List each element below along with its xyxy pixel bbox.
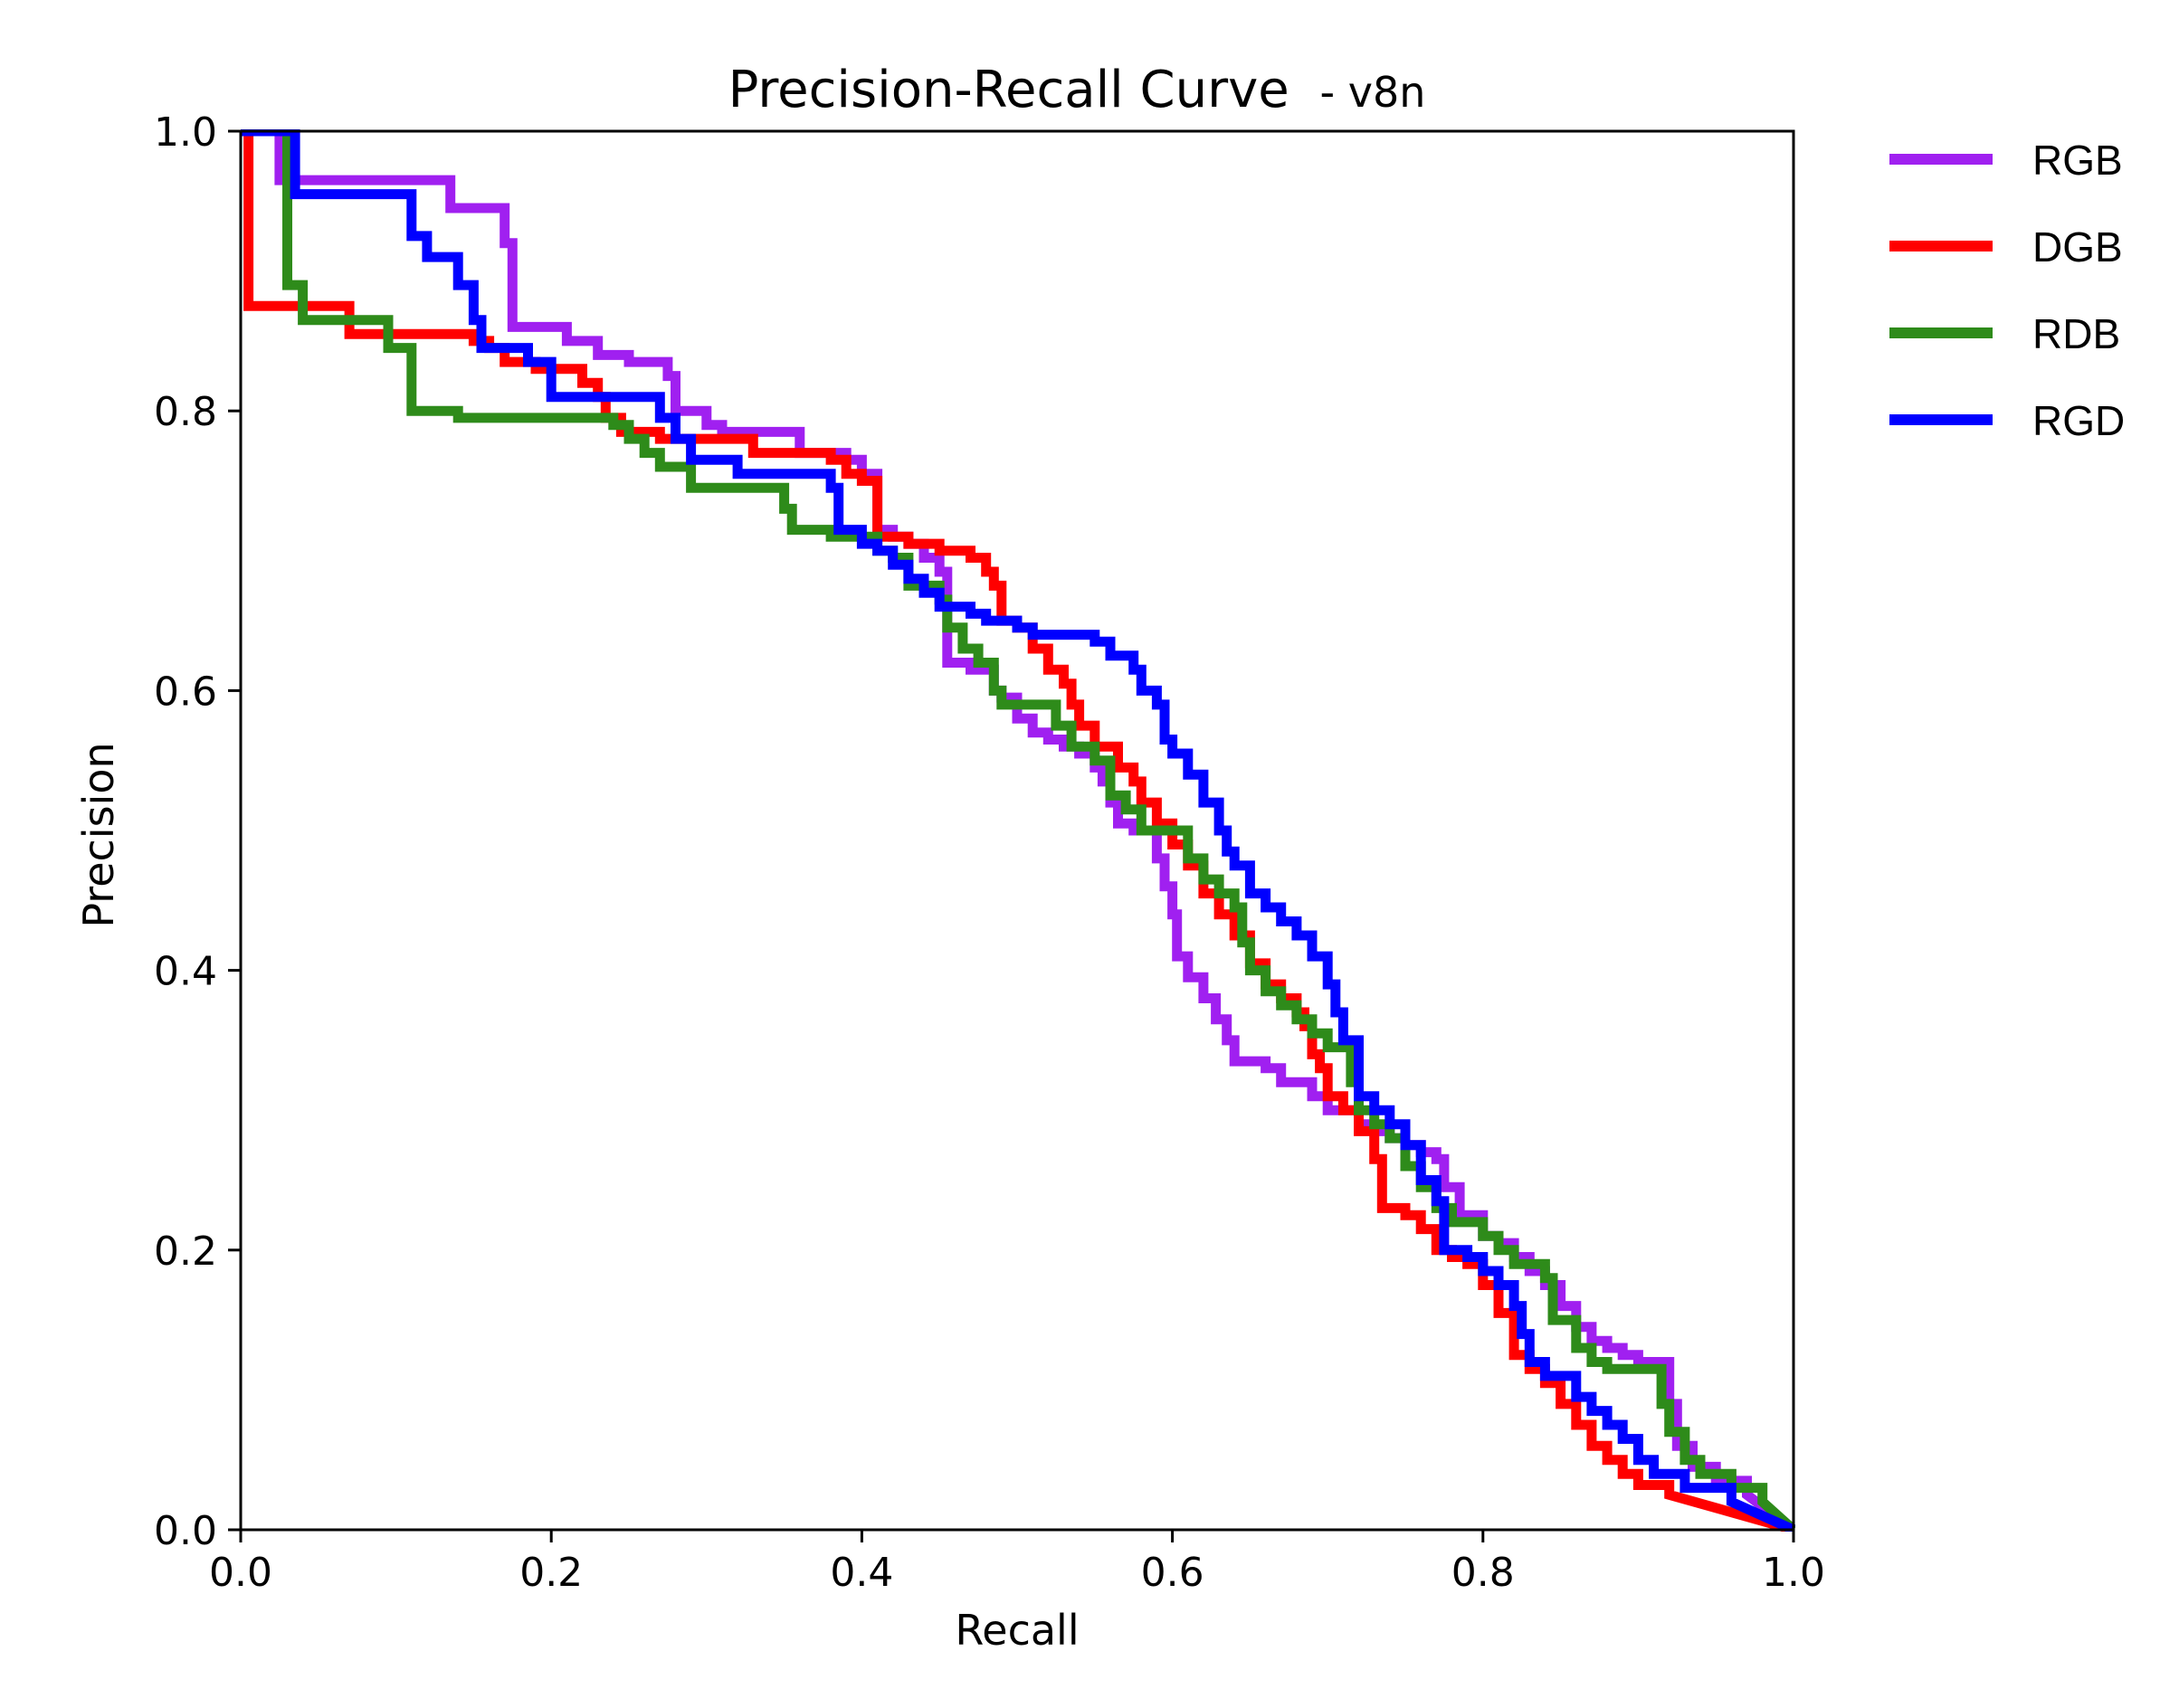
- x-axis-ticks: 0.0 0.2 0.4 0.6 0.8 1.0: [209, 1530, 1825, 1596]
- legend: RGB DGB RDB RGD: [1889, 137, 2125, 444]
- y-tick-label: 0.4: [154, 949, 217, 995]
- x-tick-label: 0.4: [830, 1550, 893, 1596]
- y-tick-label: 0.2: [154, 1229, 217, 1275]
- y-axis-label: Precision: [74, 742, 123, 927]
- plot-area-frame: [239, 129, 1795, 1532]
- series-layer: [241, 129, 1795, 1532]
- legend-label-rgd: RGD: [2032, 397, 2125, 444]
- series-line-rdb: [241, 129, 1795, 1532]
- y-axis-ticks: 0.0 0.2 0.4 0.6 0.8 1.0: [154, 109, 241, 1554]
- chart-title-main: Precision-Recall Curve: [728, 61, 1289, 119]
- x-tick-label: 1.0: [1762, 1550, 1825, 1596]
- legend-label-dgb: DGB: [2032, 223, 2123, 270]
- chart-title: Precision-Recall Curve - v8n: [728, 61, 1426, 119]
- y-tick-label: 0.6: [154, 669, 217, 715]
- x-axis-label: Recall: [955, 1606, 1079, 1655]
- chart-title-suffix: - v8n: [1320, 68, 1426, 117]
- series-line-rgd: [241, 129, 1795, 1532]
- y-tick-label: 0.0: [154, 1508, 217, 1554]
- y-tick-label: 1.0: [154, 109, 217, 156]
- legend-label-rdb: RDB: [2032, 310, 2120, 357]
- series-line-dgb: [241, 129, 1795, 1532]
- x-tick-label: 0.8: [1451, 1550, 1515, 1596]
- legend-label-rgb: RGB: [2032, 137, 2123, 184]
- y-tick-label: 0.8: [154, 389, 217, 435]
- x-tick-label: 0.6: [1141, 1550, 1204, 1596]
- x-tick-label: 0.0: [209, 1550, 272, 1596]
- x-tick-label: 0.2: [519, 1550, 583, 1596]
